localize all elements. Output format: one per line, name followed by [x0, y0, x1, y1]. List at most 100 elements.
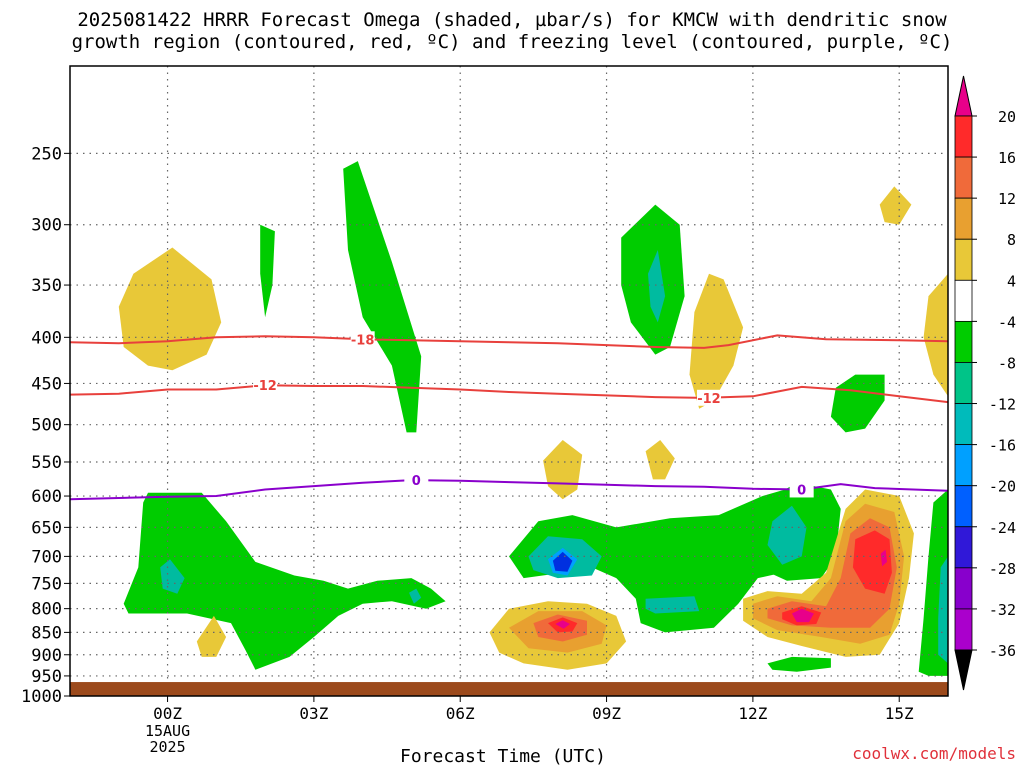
omega-region-teal-right-low [767, 505, 807, 565]
y-tick-label-900: 900 [31, 646, 62, 666]
omega-region-yellow-8z-mid [543, 440, 583, 500]
y-tick-label-700: 700 [31, 547, 62, 567]
contour-label-0-0: -18 [351, 333, 375, 348]
colorbar-label-4: 4 [1007, 272, 1016, 290]
y-tick-label-550: 550 [31, 453, 62, 473]
omega-region-yellow-right-edge-upper [923, 273, 948, 397]
contour-label-bg-2-0 [404, 472, 429, 489]
colorbar-swatch-0 [954, 115, 973, 158]
omega-region-teal-left-low [160, 559, 185, 594]
omega-region-green-tall-4z [343, 161, 422, 433]
contour-label-bg-1-1 [696, 389, 721, 406]
colorbar-swatch-3 [954, 238, 973, 281]
omega-region-pink-right-low-lower [791, 608, 814, 623]
y-tick-label-450: 450 [31, 374, 62, 394]
plot-border [69, 65, 949, 697]
contour-label-bg-1-0 [253, 377, 278, 394]
y-tick-label-250: 250 [31, 144, 62, 164]
plot-frame [69, 65, 949, 697]
colorbar-label-12: -32 [989, 601, 1016, 619]
x-tick-label-15Z: 15Z [885, 704, 914, 723]
colorbar-swatch-4 [954, 279, 973, 322]
y-tick-label-1000: 1000 [21, 687, 62, 707]
colorbar-label-2: 12 [998, 190, 1016, 208]
chart-title-line-1: 2025081422 HRRR Forecast Omega (shaded, … [77, 9, 947, 31]
omega-region-yellow-15z-top [879, 186, 912, 225]
colorbar-label-5: -4 [998, 313, 1016, 331]
y-tick-label-950: 950 [31, 667, 62, 687]
temperature-contours: -18 -12 -12 0 0 [70, 331, 948, 501]
omega-region-yellow-upper-left [118, 247, 222, 371]
colorbar-label-7: -12 [989, 396, 1016, 414]
colorbar-label-10: -24 [989, 519, 1016, 537]
x-tick-label-00Z: 00Z [153, 704, 182, 723]
omega-region-red-right-low-upper [852, 530, 892, 594]
colorbar-bottom-arrow [954, 649, 973, 691]
omega-region-green-13z-bottom [767, 656, 831, 672]
y-tick-label-850: 850 [31, 623, 62, 643]
omega-region-teal-9-10z-upper [648, 250, 666, 323]
chart-title-line-2: growth region (contoured, red, ºC) and f… [71, 31, 953, 53]
contour-label-2-1: 0 [797, 483, 806, 498]
colorbar-label-13: -36 [989, 642, 1016, 660]
colorbar-swatch-6 [954, 362, 973, 404]
omega-region-teal-right-edge [938, 556, 948, 664]
x-axis-title: Forecast Time (UTC) [400, 746, 606, 767]
contour-label-bg-0-0 [350, 331, 375, 348]
omega-region-pink-right-low-upper [880, 549, 887, 567]
x-tick-label-06Z: 06Z [446, 704, 475, 723]
x-tick-label-12Z: 12Z [738, 704, 767, 723]
y-tick-label-650: 650 [31, 518, 62, 538]
colorbar-label-3: 8 [1007, 231, 1016, 249]
colorbar-label-6: -8 [998, 354, 1016, 372]
colorbar-swatch-10 [954, 526, 973, 569]
x-tick-label-03Z: 03Z [299, 704, 328, 723]
contour-label-2-0: 0 [412, 474, 421, 489]
omega-region-pink-8z-low [555, 620, 570, 629]
omega-colorbar: 20 16 12 8 4 -4 -8 -12 -16 -20 -24 -28 -32 -36 [954, 75, 1016, 691]
colorbar-swatch-11 [954, 567, 973, 610]
ground-fill [70, 682, 948, 696]
colorbar-swatch-1 [954, 156, 973, 199]
colorbar-swatch-12 [954, 608, 973, 651]
contour-label-1-1: -12 [697, 392, 721, 407]
colorbar-label-0: 20 [998, 108, 1016, 126]
omega-region-teal-10z-low [645, 596, 700, 614]
y-tick-label-600: 600 [31, 487, 62, 507]
colorbar-swatch-2 [954, 197, 973, 240]
colorbar-swatch-9 [954, 485, 973, 528]
colorbar-swatch-5 [954, 320, 973, 363]
y-axis: 250 300 350 400 450 500 550 600 650 700 750 800 850 9… [21, 144, 70, 707]
y-tick-label-350: 350 [31, 276, 62, 296]
colorbar-label-1: 16 [998, 149, 1016, 167]
omega-region-green-sliver-2z [260, 224, 275, 318]
omega-region-yellow-11z-upper [689, 273, 744, 409]
omega-region-green-left-low [123, 492, 446, 670]
colorbar-label-9: -20 [989, 478, 1016, 496]
omega-shaded-regions [118, 161, 948, 676]
contour-line-dgz-1 [70, 384, 948, 404]
x-tick-sublabel-1: 2025 [149, 738, 185, 756]
y-tick-label-500: 500 [31, 416, 62, 436]
omega-region-yellow-10z-mid [645, 440, 675, 480]
x-tick-sublabel-0: 15AUG [145, 722, 190, 740]
y-tick-label-750: 750 [31, 574, 62, 594]
y-tick-label-800: 800 [31, 600, 62, 620]
contour-label-bg-2-1 [789, 481, 814, 498]
x-tick-label-09Z: 09Z [592, 704, 621, 723]
omega-region-green-mid-low [509, 486, 831, 633]
contour-line-dgz-0 [70, 334, 948, 349]
colorbar-top-arrow [954, 75, 973, 117]
source-credit: coolwx.com/models [852, 744, 1016, 763]
omega-region-yellow-1z-low [196, 615, 227, 657]
colorbar-swatch-7 [954, 403, 973, 446]
omega-region-teal-5z-low [409, 588, 422, 604]
colorbar-label-8: -16 [989, 437, 1016, 455]
y-tick-label-300: 300 [31, 216, 62, 236]
contour-label-1-0: -12 [253, 379, 277, 394]
colorbar-swatch-8 [954, 444, 973, 487]
y-tick-label-400: 400 [31, 328, 62, 348]
colorbar-label-11: -28 [989, 560, 1016, 578]
